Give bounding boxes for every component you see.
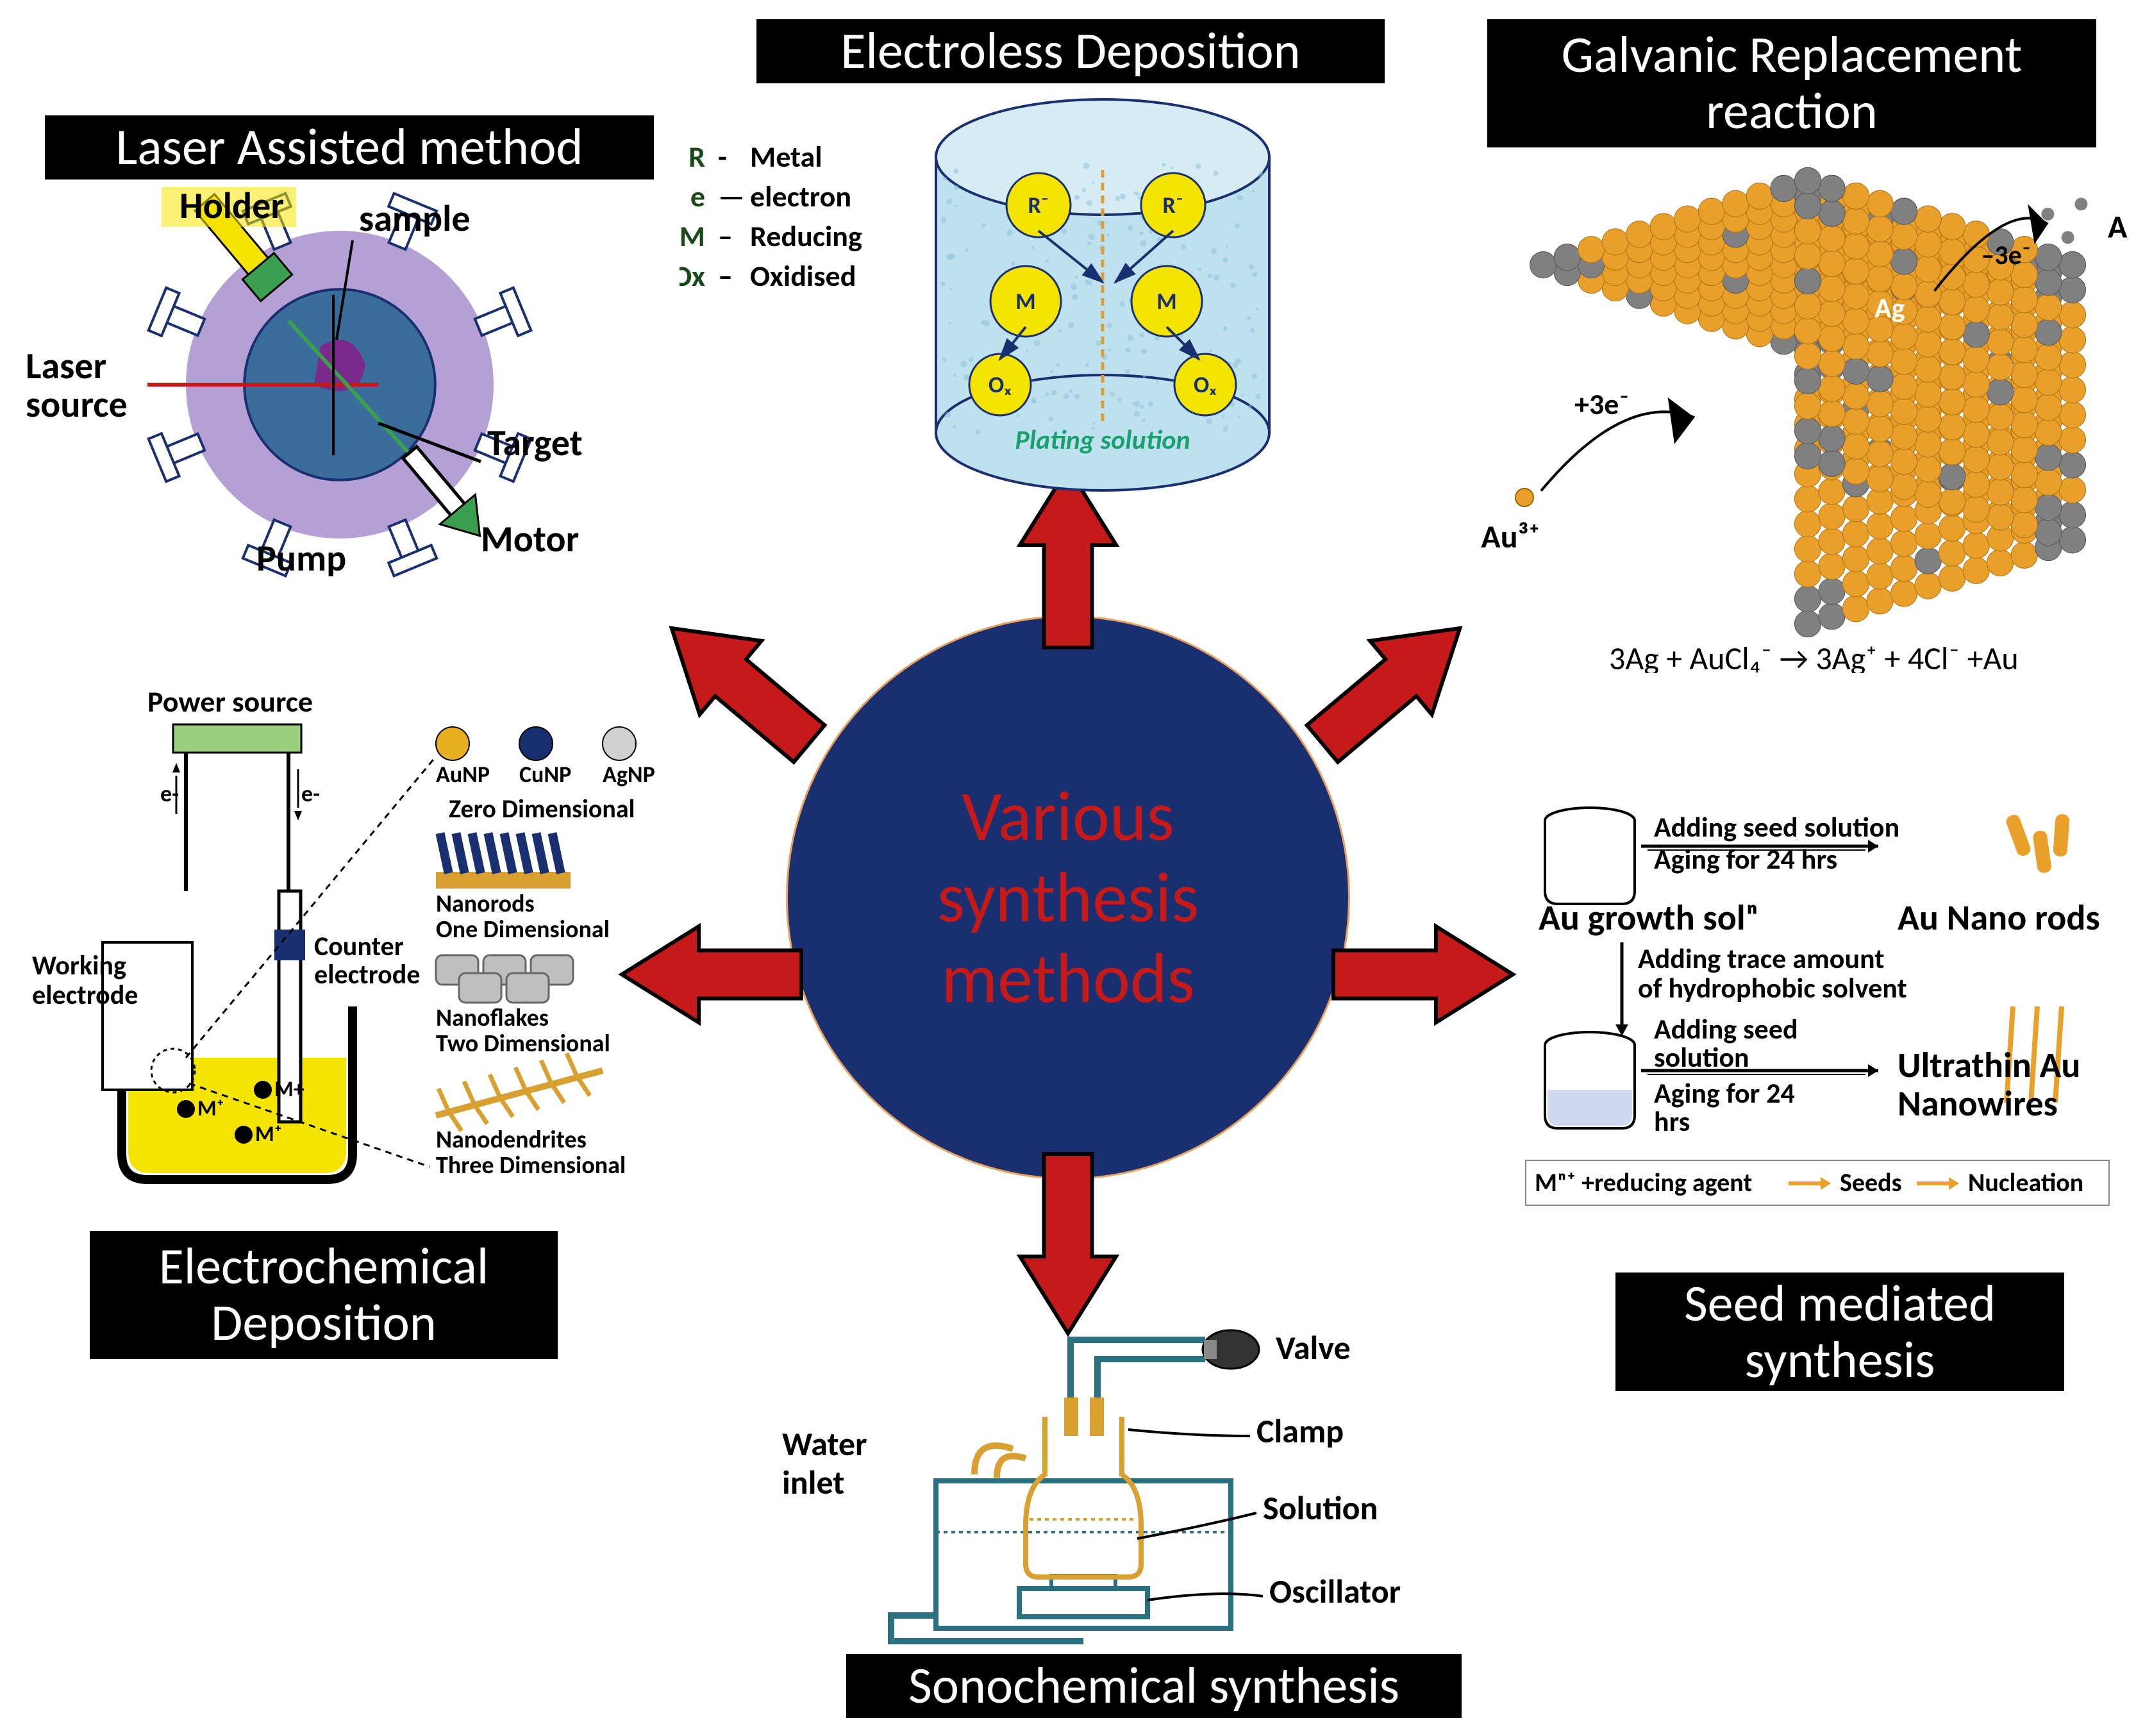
title-galvanic-l2: reaction [1706, 80, 1878, 142]
svg-text:source: source [26, 381, 128, 427]
svg-text:CuNP: CuNP [519, 760, 571, 789]
svg-text:Au growth solⁿ: Au growth solⁿ [1539, 896, 1758, 940]
svg-text:Adding seed solution: Adding seed solution [1654, 810, 1899, 844]
svg-text:electrode: electrode [314, 958, 420, 991]
title-sono-text: Sonochemical synthesis [908, 1658, 1399, 1714]
svg-text:Water: Water [782, 1423, 867, 1464]
svg-text:sample: sample [359, 196, 471, 241]
title-ec-l1: Electrochemical [159, 1235, 488, 1298]
title-electroless: Electroless Deposition [756, 19, 1385, 83]
svg-text:Pump: Pump [256, 535, 346, 581]
center-line2: synthesis [937, 854, 1199, 940]
svg-text:hrs: hrs [1654, 1104, 1690, 1139]
svg-text:–: – [718, 219, 733, 255]
svg-text:M⁺: M⁺ [255, 1121, 282, 1148]
svg-text:Target: Target [487, 420, 583, 465]
title-ec-l2: Deposition [211, 1292, 437, 1354]
svg-text:3Ag + AuCl₄⁻ → 3Ag⁺ + 4Cl⁻ +Au: 3Ag + AuCl₄⁻ → 3Ag⁺ + 4Cl⁻ +Au [1609, 639, 2019, 673]
svg-text:electron: electron [750, 179, 851, 215]
svg-text:Zero Dimensional: Zero Dimensional [449, 793, 635, 824]
title-electroless-text: Electroless Deposition [840, 23, 1300, 79]
svg-text:Oₓ: Oₓ [1194, 371, 1217, 399]
svg-text:M: M [1015, 287, 1035, 315]
svg-text:R⁻: R⁻ [1028, 191, 1049, 219]
center-hub: Various synthesis methods [786, 615, 1350, 1180]
svg-text:Ultrathin Au: Ultrathin Au [1898, 1044, 2080, 1087]
svg-text:Nucleation: Nucleation [1968, 1167, 2083, 1198]
svg-text:-: - [718, 139, 727, 175]
svg-text:Metal: Metal [750, 139, 822, 175]
svg-text:solution: solution [1654, 1040, 1749, 1074]
svg-text:Au Nano rods: Au Nano rods [1898, 896, 2100, 940]
sono-diagram: Waterinlet Valve Clamp Solution Oscillator [744, 1308, 1487, 1654]
svg-text:Two Dimensional: Two Dimensional [436, 1029, 610, 1058]
svg-text:Power source: Power source [147, 684, 313, 720]
title-electrochem: Electrochemical Deposition [90, 1231, 558, 1359]
svg-text:Seeds: Seeds [1840, 1167, 1902, 1198]
svg-text:Solution: Solution [1263, 1487, 1378, 1528]
svg-text:Au: Au [1714, 397, 1746, 432]
svg-text:Aging for 24 hrs: Aging for 24 hrs [1654, 842, 1837, 876]
svg-text:Au³⁺: Au³⁺ [1481, 517, 1540, 556]
svg-text:Mⁿ⁺ +reducing agent: Mⁿ⁺ +reducing agent [1535, 1167, 1752, 1198]
svg-text:Holder: Holder [179, 186, 284, 228]
laser-diagram: HolderHoldersampleLasersourceTargetPumpM… [13, 186, 654, 635]
title-galvanic-l1: Galvanic Replacement [1562, 24, 2023, 86]
svg-text:M⁺: M⁺ [197, 1096, 224, 1122]
title-laser: Laser Assisted method [45, 115, 654, 179]
svg-text:AgNP: AgNP [603, 760, 655, 789]
title-galvanic: Galvanic Replacement reaction [1487, 19, 2096, 147]
svg-text:e: e [690, 179, 705, 215]
svg-text:e-: e- [301, 780, 320, 808]
svg-text:Ag⁺: Ag⁺ [2108, 207, 2128, 246]
title-seed-l1: Seed mediated [1684, 1273, 1996, 1335]
svg-text:of hydrophobic solvent: of hydrophobic solvent [1638, 971, 1907, 1005]
svg-text:R: R [688, 139, 705, 175]
svg-text:–3e⁻: –3e⁻ [1981, 239, 2031, 272]
center-line1: Various [962, 772, 1174, 859]
svg-text:Oxidised: Oxidised [750, 258, 856, 294]
svg-text:One Dimensional: One Dimensional [436, 915, 610, 944]
svg-text:Reducing: Reducing [750, 219, 862, 255]
svg-text:–: – [718, 258, 733, 294]
electroless-diagram: R⁻ R⁻ M M Oₓ OₓPlating solution R-Metal e —elect… [680, 96, 1282, 494]
svg-text:AuNP: AuNP [436, 760, 490, 789]
title-seed: Seed mediated synthesis [1615, 1273, 2064, 1391]
electrochem-diagram: Power sourcee-e-WorkingelectrodeCountere… [26, 673, 705, 1231]
svg-text:Oscillator: Oscillator [1269, 1571, 1401, 1612]
svg-text:Valve: Valve [1276, 1327, 1351, 1368]
svg-text:Nanowires: Nanowires [1898, 1082, 2058, 1126]
svg-text:Ox: Ox [680, 258, 705, 294]
svg-text:Ag: Ag [1874, 290, 1905, 325]
title-sono: Sonochemical synthesis [846, 1654, 1462, 1718]
center-line3: methods [941, 935, 1194, 1021]
svg-text:inlet: inlet [782, 1462, 844, 1503]
svg-text:—: — [718, 179, 745, 215]
svg-text:Working: Working [32, 949, 126, 982]
svg-text:M+: M+ [274, 1076, 305, 1103]
svg-text:Plating solution: Plating solution [1015, 424, 1190, 456]
svg-text:electrode: electrode [32, 979, 138, 1012]
svg-text:Clamp: Clamp [1256, 1410, 1344, 1451]
svg-text:Motor: Motor [481, 516, 579, 562]
center-text: Various synthesis methods [937, 776, 1199, 1019]
diagram-canvas: Various synthesis methods Electroless De… [0, 0, 2136, 1736]
title-seed-l2: synthesis [1745, 1329, 1935, 1391]
svg-text:Three Dimensional: Three Dimensional [436, 1151, 626, 1180]
svg-text:+3e⁻: +3e⁻ [1574, 387, 1630, 422]
svg-text:R⁻: R⁻ [1163, 191, 1184, 219]
galvanic-diagram: Ag⁺ –3e⁻ Ag Au Au³⁺ +3e⁻ 3Ag + AuCl₄⁻ → 3Ag⁺ +… [1449, 160, 2128, 673]
svg-text:M: M [1156, 287, 1176, 315]
title-laser-text: Laser Assisted method [116, 119, 583, 176]
svg-text:Oₓ: Oₓ [989, 371, 1012, 399]
svg-text:M: M [680, 219, 705, 255]
seed-diagram: Adding seed solutionAging for 24 hrs Au g… [1519, 801, 2128, 1269]
